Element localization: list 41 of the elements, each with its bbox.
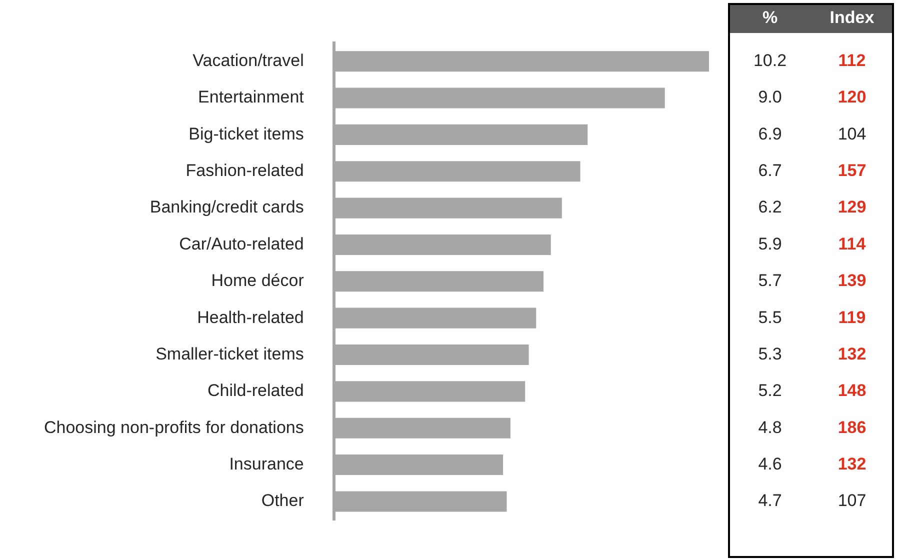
y-tick-label: Smaller-ticket items — [156, 344, 304, 364]
text: 132 — [838, 344, 866, 364]
y-tick-label: Other — [261, 491, 304, 510]
text: 112 — [838, 51, 866, 70]
text: % — [762, 8, 778, 28]
data-label: 5.7 — [758, 271, 782, 290]
text: 129 — [838, 198, 866, 217]
text: 114 — [838, 234, 866, 254]
y-tick-label: Fashion-related — [186, 161, 304, 180]
data-label: 4.7 — [758, 491, 782, 510]
text: 186 — [838, 418, 866, 437]
data-label: 10.2 — [753, 51, 787, 70]
text: 148 — [838, 381, 866, 400]
text: 107 — [838, 491, 866, 510]
text: Index — [830, 8, 875, 28]
data-label: 5.3 — [758, 344, 782, 364]
y-tick-label: Child-related — [207, 381, 304, 400]
data-label: 5.5 — [758, 308, 782, 327]
text: 157 — [838, 161, 866, 180]
data-label: 9.0 — [758, 88, 782, 107]
data-label: 6.9 — [758, 124, 782, 144]
y-tick-label: Choosing non-profits for donations — [44, 418, 304, 437]
y-tick-label: Vacation/travel — [192, 51, 304, 70]
text: 120 — [838, 88, 866, 107]
data-label: 5.2 — [758, 381, 782, 400]
data-label: 4.6 — [758, 454, 782, 474]
y-tick-label: Car/Auto-related — [179, 234, 304, 254]
text: 119 — [838, 308, 866, 327]
y-tick-label: Health-related — [197, 308, 304, 327]
text: 104 — [838, 124, 866, 144]
data-label: 6.7 — [758, 161, 782, 180]
data-label: 5.9 — [758, 234, 782, 254]
y-tick-label: Entertainment — [198, 88, 304, 107]
y-tick-label: Banking/credit cards — [150, 198, 304, 217]
y-tick-label: Home décor — [211, 271, 304, 290]
data-label: 4.8 — [758, 418, 782, 437]
text: 139 — [838, 271, 866, 290]
y-tick-label: Big-ticket items — [188, 124, 304, 144]
y-tick-label: Insurance — [229, 454, 304, 474]
data-label: 6.2 — [758, 198, 782, 217]
text: 132 — [838, 454, 866, 474]
